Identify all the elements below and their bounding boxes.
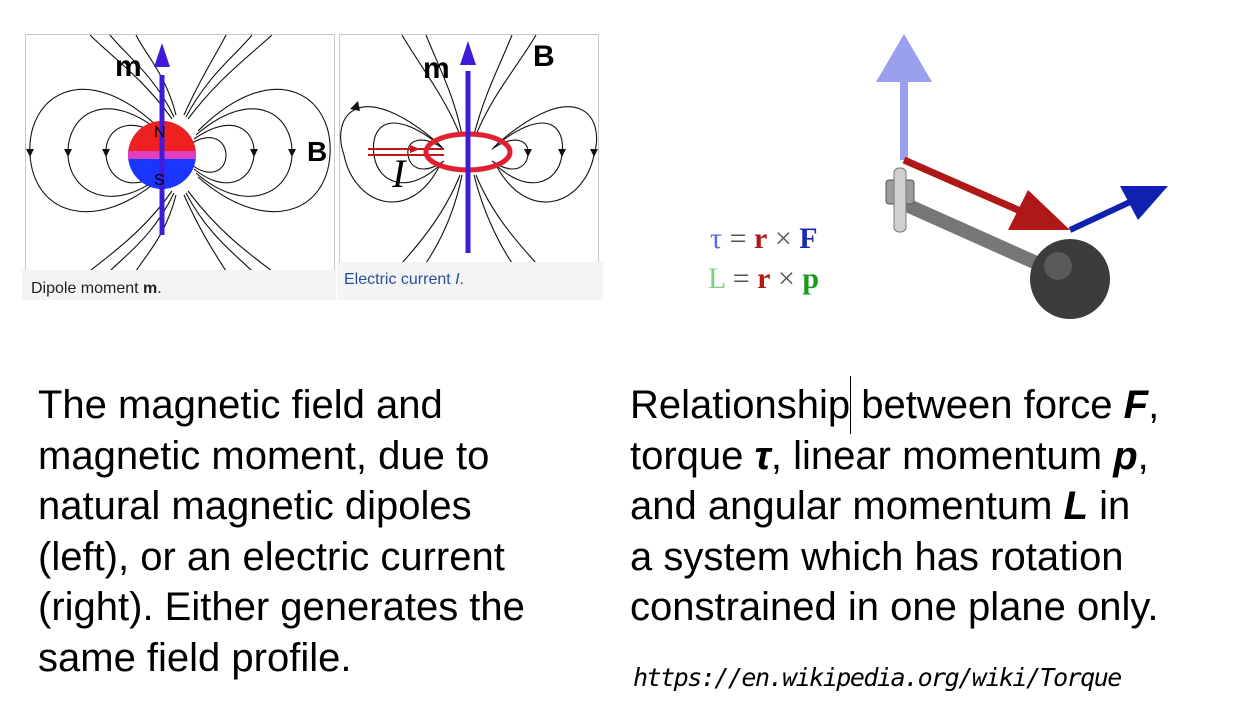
north-pole-label: N <box>154 124 166 141</box>
loop-field-label: B <box>533 40 555 73</box>
dipole-field-label: B <box>307 136 328 167</box>
text-span: in <box>1088 484 1131 528</box>
text-span: , <box>1148 383 1160 427</box>
south-pole-label: S <box>154 172 165 189</box>
F-symbol: F <box>799 222 818 255</box>
momentum-symbol: p <box>1113 433 1138 478</box>
dipole-moment-label: m <box>115 50 142 83</box>
dipole-caption-period: . <box>157 280 162 297</box>
text-cursor <box>850 376 851 434</box>
angular-momentum-symbol: L <box>1063 484 1089 528</box>
text-line: same field profile. <box>38 635 352 680</box>
dipole-caption-text: Dipole moment <box>31 280 144 297</box>
angular-momentum-equation: L = r × p <box>708 262 819 296</box>
dipole-field-diagram <box>26 35 331 271</box>
current-loop-figure <box>339 34 599 264</box>
text-line: torque τ, linear momentum p, <box>630 431 1240 482</box>
dipole-caption-strip <box>22 270 336 300</box>
r-symbol: r <box>753 222 768 255</box>
L-symbol: L <box>708 262 726 295</box>
current-symbol: I <box>392 151 406 196</box>
text-line: magnetic moment, due to <box>38 433 490 478</box>
torque-description[interactable]: Relationship between force F, torque τ, … <box>630 380 1240 633</box>
dipole-figure <box>25 34 335 272</box>
text-line: The magnetic field and <box>38 383 443 427</box>
text-line: and angular momentum L in <box>630 481 1240 532</box>
r-symbol: r <box>757 262 771 295</box>
equals-sign: = <box>725 262 758 295</box>
dipole-caption: Dipole moment m. <box>31 280 162 298</box>
current-caption-period: . <box>459 271 465 288</box>
tau-symbol: τ <box>710 222 723 255</box>
text-line: (right). Either generates the <box>38 585 525 629</box>
force-symbol: F <box>1123 383 1149 427</box>
text-line: Relationship between force F, <box>630 380 1240 431</box>
current-caption-strip <box>337 262 603 300</box>
current-caption-text: Electric current <box>344 271 456 288</box>
text-line: constrained in one plane only. <box>630 585 1159 629</box>
p-symbol: p <box>802 262 820 295</box>
text-line: natural magnetic dipoles <box>38 484 472 528</box>
loop-moment-label: m <box>423 52 450 85</box>
cross-sign: × <box>770 262 803 295</box>
text-span: torque <box>630 433 755 478</box>
current-loop-field-diagram <box>340 35 598 263</box>
source-url[interactable]: https://en.wikipedia.org/wiki/Torque <box>633 663 1122 692</box>
text-span: , linear momentum <box>770 433 1114 478</box>
text-line: a system which has rotation <box>630 534 1124 579</box>
cross-sign: × <box>767 222 800 255</box>
torque-diagram <box>876 34 1168 319</box>
equals-sign: = <box>722 222 754 255</box>
dipole-caption-symbol: m <box>143 280 158 297</box>
torque-equation: τ = r × F <box>710 222 818 256</box>
current-caption: Electric current I. <box>344 271 464 289</box>
magnetic-field-description: The magnetic field and magnetic moment, … <box>38 380 608 683</box>
current-caption-symbol: I <box>455 271 460 288</box>
text-span: Relationship between force <box>630 383 1124 427</box>
text-line: (left), or an electric current <box>38 534 505 579</box>
text-span: and angular momentum <box>630 484 1064 528</box>
text-span: , <box>1137 433 1149 478</box>
torque-symbol: τ <box>754 433 771 478</box>
